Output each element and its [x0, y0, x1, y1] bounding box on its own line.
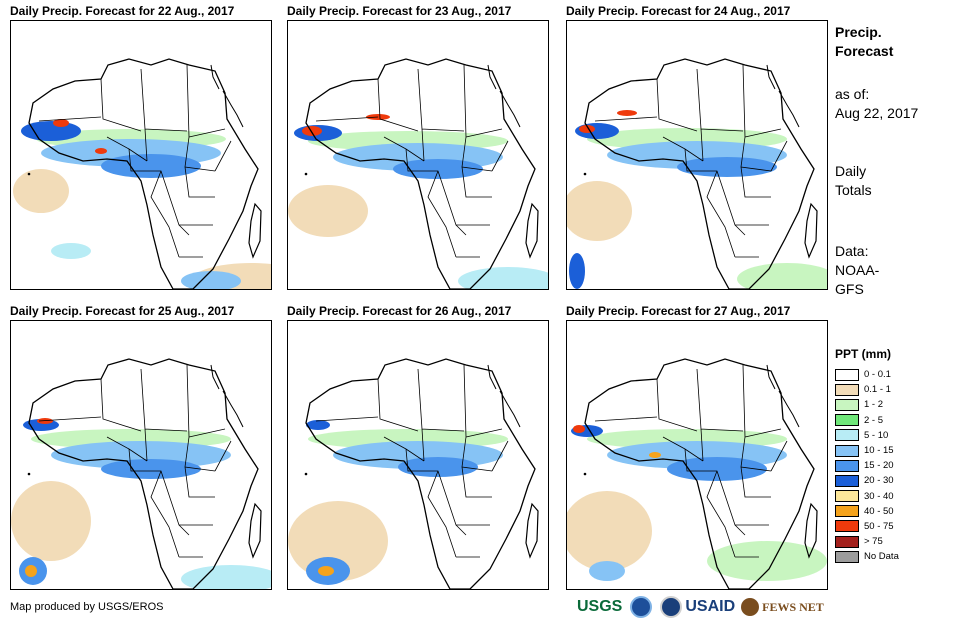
legend-label: 0 - 0.1 [864, 369, 891, 381]
totals-line-2: Totals [835, 182, 872, 198]
legend-swatch [835, 459, 859, 472]
legend-item: 30 - 40 [835, 489, 899, 504]
precip-map [10, 320, 272, 590]
legend-swatch [835, 490, 859, 503]
legend-item: 20 - 30 [835, 473, 899, 488]
forecast-panel-24-aug: Daily Precip. Forecast for 24 Aug., 2017 [566, 4, 828, 290]
legend-item: 5 - 10 [835, 428, 899, 443]
usgs-logo: USGS [577, 598, 623, 615]
legend-swatch [835, 383, 859, 396]
legend-swatch [835, 520, 859, 533]
panel-title: Daily Precip. Forecast for 23 Aug., 2017 [287, 4, 512, 18]
legend-swatch [835, 474, 859, 487]
legend-label: > 75 [864, 536, 883, 548]
fews-globe-icon [741, 598, 760, 616]
legend: 0 - 0.1 0.1 - 1 1 - 2 2 - 5 5 - 10 10 - 15 15 … [835, 367, 899, 564]
fews-net-logo: FEWS NET [762, 599, 824, 614]
legend-swatch [835, 414, 859, 427]
precip-map [287, 20, 549, 290]
legend-label: No Data [864, 551, 899, 563]
legend-item: No Data [835, 549, 899, 564]
totals-line-1: Daily [835, 163, 867, 179]
asof-date: Aug 22, 2017 [835, 105, 919, 121]
heading-line-2: Forecast [835, 43, 894, 59]
asof-label: as of: [835, 86, 870, 102]
precip-map [566, 20, 828, 290]
legend-label: 2 - 5 [864, 414, 884, 426]
data-line-1: Data: [835, 243, 869, 259]
forecast-panel-26-aug: Daily Precip. Forecast for 26 Aug., 2017 [287, 304, 549, 590]
legend-label: 50 - 75 [864, 520, 894, 532]
panel-title: Daily Precip. Forecast for 26 Aug., 2017 [287, 304, 512, 318]
legend-swatch [835, 550, 859, 563]
legend-item: 40 - 50 [835, 504, 899, 519]
legend-swatch [835, 444, 859, 457]
legend-label: 5 - 10 [864, 429, 889, 441]
legend-label: 1 - 2 [864, 399, 884, 411]
legend-item: 50 - 75 [835, 519, 899, 534]
legend-swatch [835, 368, 859, 381]
legend-title: PPT (mm) [835, 347, 892, 361]
legend-swatch [835, 505, 859, 518]
legend-swatch [835, 398, 859, 411]
legend-item: 1 - 2 [835, 397, 899, 412]
legend-label: 40 - 50 [864, 505, 894, 517]
map-credit: Map produced by USGS/EROS [10, 601, 164, 613]
usaid-seal-icon [660, 596, 683, 618]
legend-item: 0 - 0.1 [835, 367, 899, 382]
legend-swatch [835, 535, 859, 548]
legend-label: 10 - 15 [864, 445, 894, 457]
legend-item: 10 - 15 [835, 443, 899, 458]
heading-line-1: Precip. [835, 24, 882, 40]
legend-label: 0.1 - 1 [864, 384, 891, 396]
sidebar-totals: Daily Totals [835, 162, 872, 200]
precip-map [287, 320, 549, 590]
forecast-panel-23-aug: Daily Precip. Forecast for 23 Aug., 2017 [287, 4, 549, 290]
sidebar-data-source: Data: NOAA- GFS [835, 242, 879, 299]
logo-strip: USGS USAID FEWS NET [577, 594, 824, 620]
sidebar-asof: as of: Aug 22, 2017 [835, 85, 918, 123]
legend-item: 0.1 - 1 [835, 382, 899, 397]
data-line-3: GFS [835, 281, 864, 297]
legend-label: 30 - 40 [864, 490, 894, 502]
forecast-panel-25-aug: Daily Precip. Forecast for 25 Aug., 2017 [10, 304, 272, 590]
usaid-logo: USAID [685, 598, 736, 615]
legend-item: 2 - 5 [835, 413, 899, 428]
data-line-2: NOAA- [835, 262, 880, 278]
precip-map [566, 320, 828, 590]
panel-title: Daily Precip. Forecast for 22 Aug., 2017 [10, 4, 235, 18]
precip-map [10, 20, 272, 290]
sidebar-heading: Precip. Forecast [835, 23, 893, 61]
legend-swatch [835, 429, 859, 442]
panel-title: Daily Precip. Forecast for 27 Aug., 2017 [566, 304, 791, 318]
legend-label: 20 - 30 [864, 475, 894, 487]
forecast-panel-27-aug: Daily Precip. Forecast for 27 Aug., 2017 [566, 304, 828, 590]
panel-title: Daily Precip. Forecast for 25 Aug., 2017 [10, 304, 235, 318]
forecast-panel-22-aug: Daily Precip. Forecast for 22 Aug., 2017 [10, 4, 272, 290]
legend-item: 15 - 20 [835, 458, 899, 473]
panel-title: Daily Precip. Forecast for 24 Aug., 2017 [566, 4, 791, 18]
noaa-logo-icon [630, 596, 653, 618]
legend-label: 15 - 20 [864, 460, 894, 472]
legend-item: > 75 [835, 534, 899, 549]
